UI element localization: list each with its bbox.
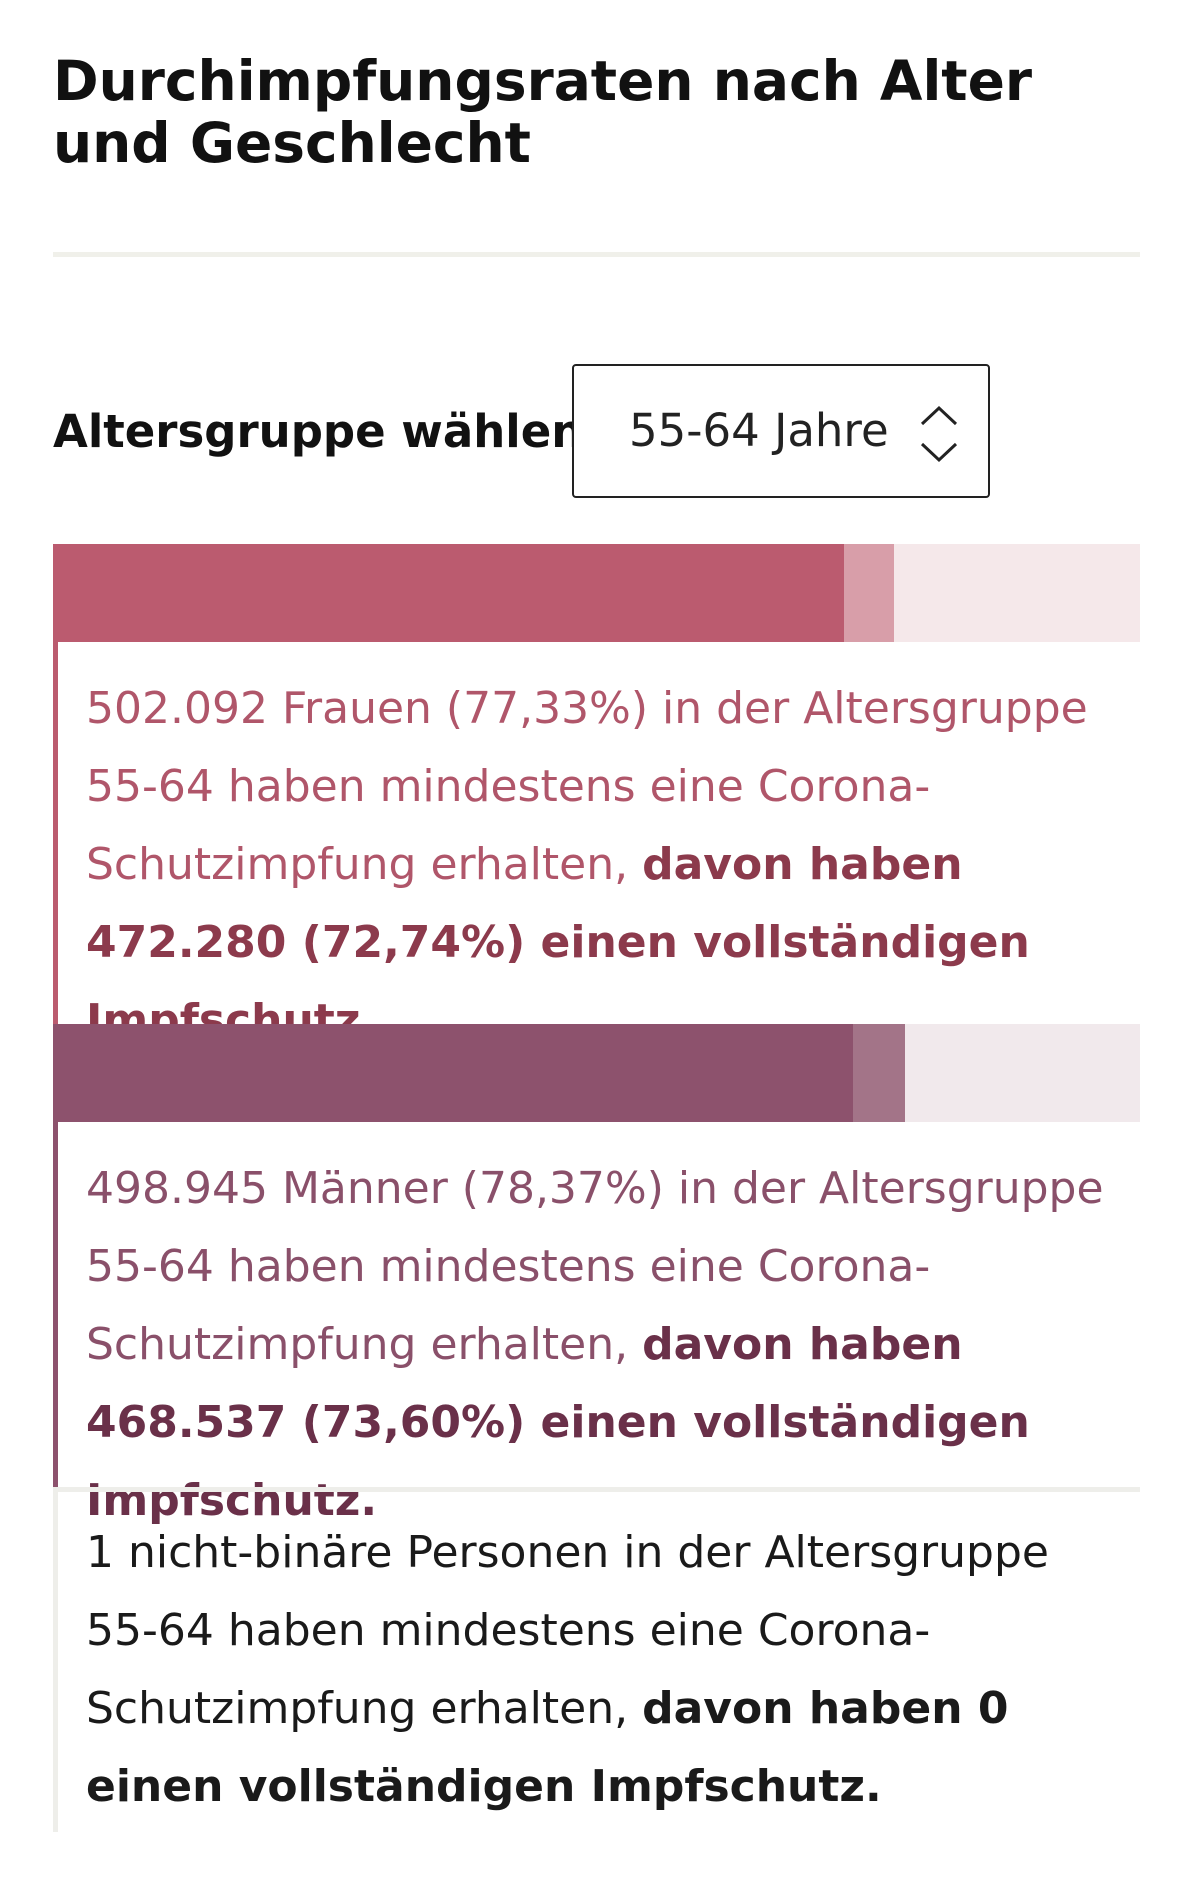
women-bar-full xyxy=(53,544,844,642)
nonbinary-text-bold: davon haben 0 einen vollständigen Impfsc… xyxy=(86,1683,1009,1812)
age-group-selector-row: Altersgruppe wählen: 55-64 Jahre xyxy=(53,364,1140,502)
men-group: 498.945 Männer (78,37%) in der Altersgru… xyxy=(53,1024,1140,1560)
women-text: 502.092 Frauen (77,33%) in der Altersgru… xyxy=(86,683,1088,890)
nonbinary-description: 1 nicht-binäre Personen in der Altersgru… xyxy=(53,1487,1140,1832)
page-content: Durchimpfungsraten nach Alter und Geschl… xyxy=(53,0,1140,1832)
nonbinary-text: 1 nicht-binäre Personen in der Altersgru… xyxy=(86,1527,1049,1734)
age-group-select[interactable]: 55-64 Jahre xyxy=(572,364,990,498)
select-arrows-icon xyxy=(920,405,958,463)
women-group: 502.092 Frauen (77,33%) in der Altersgru… xyxy=(53,544,1140,1080)
men-description: 498.945 Männer (78,37%) in der Altersgru… xyxy=(53,1122,1140,1560)
age-group-select-value: 55-64 Jahre xyxy=(629,404,889,457)
page-title: Durchimpfungsraten nach Alter und Geschl… xyxy=(53,49,1033,175)
women-description: 502.092 Frauen (77,33%) in der Altersgru… xyxy=(53,642,1140,1080)
men-text: 498.945 Männer (78,37%) in der Altersgru… xyxy=(86,1163,1104,1370)
age-group-label: Altersgruppe wählen: xyxy=(53,405,602,458)
men-bar xyxy=(53,1024,1140,1122)
women-bar xyxy=(53,544,1140,642)
men-text-bold: davon haben 468.537 (73,60%) einen volls… xyxy=(86,1319,1030,1526)
men-bar-full xyxy=(53,1024,854,1122)
title-divider xyxy=(53,252,1140,257)
